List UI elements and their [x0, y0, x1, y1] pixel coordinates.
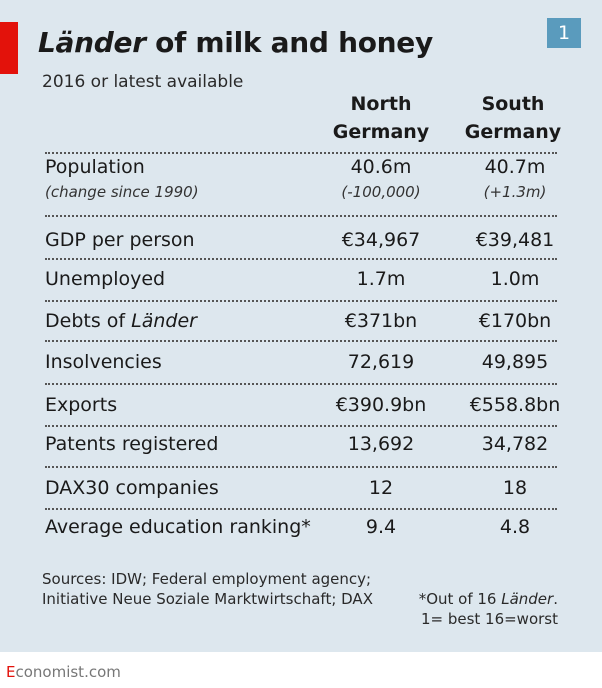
subvalue-south: (+1.3m) [483, 183, 547, 201]
row-label-italic: Länder [131, 310, 197, 332]
column-header-south-line2: Germany [464, 121, 562, 143]
row-divider [45, 383, 557, 385]
value-north: 1.7m [356, 268, 406, 290]
header-divider [45, 152, 557, 154]
value-north: €34,967 [341, 229, 421, 251]
row-divider [45, 466, 557, 468]
value-north: €371bn [344, 310, 418, 332]
row-label: DAX30 companies [45, 477, 219, 499]
value-north: 9.4 [365, 516, 397, 538]
footnote-prefix: *Out of 16 [418, 590, 502, 608]
footnote-italic: Länder [501, 590, 554, 608]
footnote-line1: *Out of 16 Länder. [360, 589, 558, 609]
subvalue-north: (-100,000) [341, 183, 421, 201]
chart-number-badge: 1 [547, 18, 581, 48]
data-table: Population 40.6m 40.7m (change since 1990) (… [45, 152, 561, 538]
row-divider [45, 340, 557, 342]
row-label: Average education ranking* [45, 516, 311, 538]
value-north: 40.6m [350, 156, 412, 178]
red-tag-marker [0, 22, 18, 74]
footnote: *Out of 16 Länder. 1= best 16=worst [360, 589, 558, 629]
column-header-north-line1: North [350, 93, 412, 115]
row-divider [45, 300, 557, 302]
row-divider [45, 215, 557, 217]
value-south: €558.8bn [469, 394, 561, 416]
value-south: 40.7m [484, 156, 546, 178]
row-label: Debts of Länder [45, 310, 197, 332]
column-header-north-line2: Germany [332, 121, 430, 143]
row-label-prefix: Debts of [45, 310, 132, 332]
row-label: Population [45, 156, 145, 178]
value-south: €170bn [478, 310, 552, 332]
row-label: GDP per person [45, 229, 195, 251]
value-south: 18 [502, 477, 528, 499]
row-label: Patents registered [45, 433, 219, 455]
title-rest: of milk and honey [145, 26, 433, 59]
row-label: Exports [45, 394, 118, 416]
value-south: 49,895 [481, 351, 549, 373]
row-divider [45, 425, 557, 427]
row-label: Unemployed [45, 268, 166, 290]
value-north: 72,619 [347, 351, 415, 373]
value-south: 1.0m [490, 268, 540, 290]
row-sublabel: (change since 1990) [45, 183, 199, 201]
brand-first-letter: E [6, 663, 16, 681]
brand-logo[interactable]: Economist.com [6, 663, 121, 681]
title-italic: Länder [38, 26, 146, 59]
brand-rest: conomist.com [15, 663, 121, 681]
chart-title: Länder of milk and honey [38, 26, 433, 59]
value-north: €390.9bn [335, 394, 427, 416]
chart-subtitle: 2016 or latest available [42, 72, 244, 92]
footnote-suffix: . [553, 590, 558, 608]
column-header-north: North Germany [316, 90, 446, 146]
chart-card [0, 0, 602, 652]
column-header-south-line1: South [481, 93, 545, 115]
sources-note: Sources: IDW; Federal employment agency;… [42, 570, 373, 608]
footnote-line2: 1= best 16=worst [420, 610, 558, 628]
value-north: 12 [368, 477, 394, 499]
value-south: 34,782 [481, 433, 549, 455]
row-divider [45, 258, 557, 260]
row-label: Insolvencies [45, 351, 162, 373]
row-divider [45, 508, 557, 510]
value-north: 13,692 [347, 433, 415, 455]
value-south: €39,481 [475, 229, 555, 251]
column-header-south: South Germany [448, 90, 578, 146]
value-south: 4.8 [499, 516, 531, 538]
